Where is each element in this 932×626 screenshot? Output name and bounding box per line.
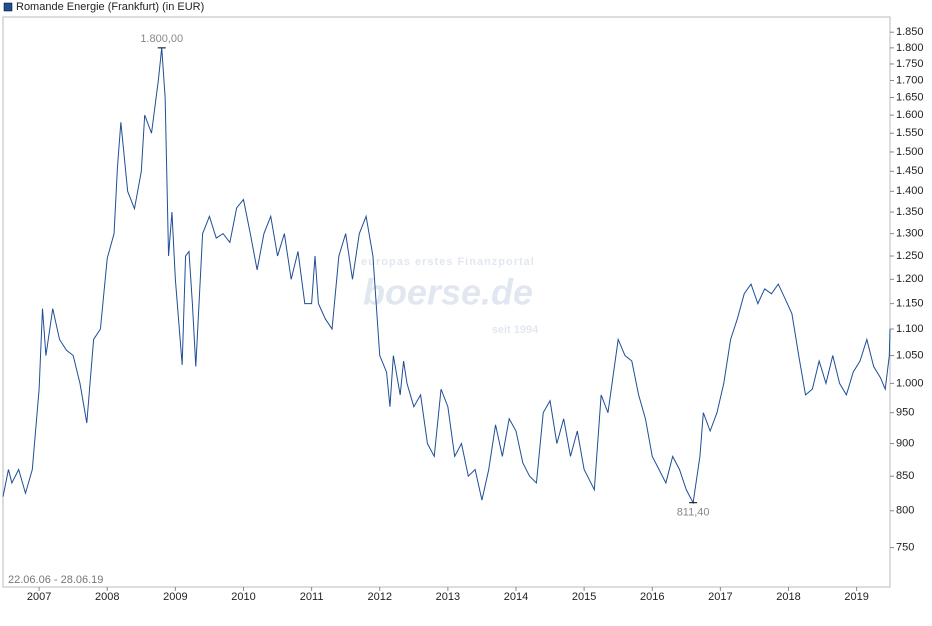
y-tick-label: 1.600 (896, 109, 924, 121)
y-tick-label: 750 (896, 542, 914, 554)
date-range: 22.06.06 - 28.06.19 (8, 574, 103, 586)
y-tick-label: 1.000 (896, 377, 924, 389)
y-tick-label: 950 (896, 407, 914, 419)
watermark-tagline: europas erstes Finanzportal (361, 256, 535, 268)
x-tick-label: 2013 (436, 591, 460, 603)
annotation-label: 811,40 (677, 507, 710, 519)
x-tick-label: 2012 (367, 591, 391, 603)
y-tick-label: 1.500 (896, 146, 924, 158)
watermark-brand: boerse.de (363, 272, 533, 313)
y-tick-label: 1.050 (896, 349, 924, 361)
annotation-label: 1.800,00 (140, 33, 183, 45)
x-tick-label: 2019 (844, 591, 868, 603)
y-tick-label: 1.100 (896, 323, 924, 335)
price-line (2, 47, 891, 505)
x-tick-label: 2015 (572, 591, 596, 603)
watermark-since: seit 1994 (492, 324, 539, 336)
y-tick-label: 800 (896, 505, 914, 517)
x-tick-label: 2014 (504, 591, 528, 603)
y-tick-label: 1.150 (896, 298, 924, 310)
y-tick-label: 1.700 (896, 74, 924, 86)
y-tick-label: 1.250 (896, 250, 924, 262)
x-tick-label: 2010 (231, 591, 255, 603)
x-tick-label: 2008 (95, 591, 119, 603)
y-tick-label: 1.650 (896, 91, 924, 103)
y-tick-label: 1.450 (896, 165, 924, 177)
y-tick-label: 1.350 (896, 206, 924, 218)
y-tick-label: 1.850 (896, 26, 924, 38)
y-tick-label: 1.300 (896, 228, 924, 240)
plot-frame (2, 16, 891, 588)
y-tick-label: 1.400 (896, 185, 924, 197)
x-tick-label: 2018 (776, 591, 800, 603)
legend-label: Romande Energie (Frankfurt) (in EUR) (16, 1, 204, 13)
x-tick-label: 2007 (27, 591, 51, 603)
x-tick-label: 2011 (300, 591, 324, 603)
y-tick-label: 1.800 (896, 42, 924, 54)
y-tick-label: 900 (896, 437, 914, 449)
y-tick-label: 1.550 (896, 127, 924, 139)
x-tick-label: 2017 (708, 591, 732, 603)
x-tick-label: 2016 (640, 591, 664, 603)
y-tick-label: 1.750 (896, 58, 924, 70)
y-tick-label: 850 (896, 470, 914, 482)
y-tick-label: 1.200 (896, 273, 924, 285)
watermark: europas erstes Finanzportal boerse.de se… (361, 256, 539, 336)
legend-swatch (3, 2, 13, 12)
x-tick-label: 2009 (163, 591, 187, 603)
